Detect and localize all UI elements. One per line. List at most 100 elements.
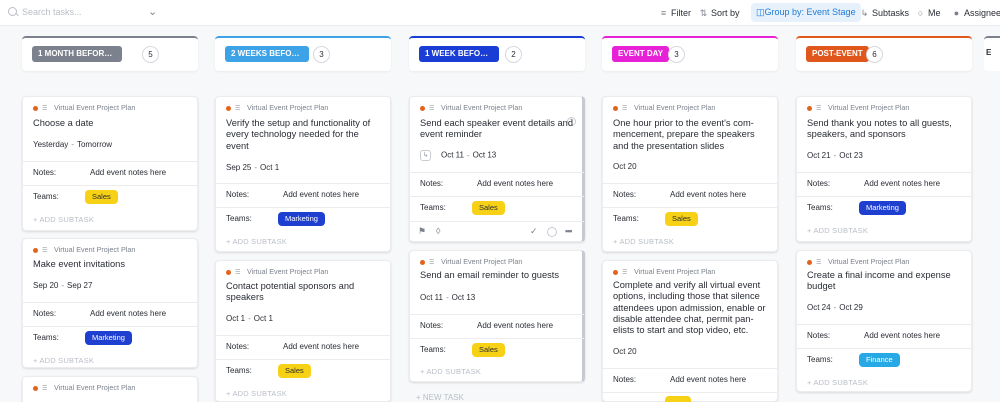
teams-field[interactable]: Teams: Marketing	[23, 326, 197, 348]
teams-field[interactable]: Teams: Sales	[216, 359, 390, 381]
subtasks-button[interactable]: ↳ Subtasks	[859, 5, 909, 21]
tag-icon[interactable]: ◊	[436, 226, 441, 236]
card-dates[interactable]: Sep 25- Oct 1	[226, 163, 279, 172]
card-title[interactable]: Send each speaker event details and even…	[420, 118, 573, 140]
team-badge[interactable]: Sales	[665, 212, 698, 226]
teams-field[interactable]: Teams: Marketing	[216, 207, 390, 229]
teams-field[interactable]: Teams: Sales	[410, 196, 584, 218]
column-header-post-event[interactable]: POST-EVENT 6	[796, 36, 972, 71]
card-title[interactable]: Make event invitations	[33, 259, 125, 269]
list-icon: ☰	[622, 269, 628, 276]
team-badge[interactable]: Sales	[472, 343, 505, 357]
card-title[interactable]: Send thank you notes to all guests, spea…	[807, 118, 952, 140]
notes-field[interactable]: Notes: Add event notes here	[216, 183, 390, 205]
team-badge[interactable]: Marketing	[859, 201, 906, 215]
notes-field[interactable]: Notes: Add event notes here	[23, 161, 197, 183]
add-subtask-button[interactable]: + ADD SUBTASK	[807, 378, 869, 387]
team-badge[interactable]: Finance	[859, 353, 900, 367]
card-title[interactable]: Contact potential sponsors and speakers	[226, 281, 355, 303]
task-card[interactable]: ☰ Virtual Event Project Plan Make event i…	[22, 238, 198, 368]
teams-field[interactable]: Teams: Marketing	[797, 196, 971, 218]
add-subtask-button[interactable]: + ADD SUBTASK	[613, 237, 675, 246]
task-card[interactable]: ☰ Virtual Event Project Plan	[22, 376, 198, 402]
task-card[interactable]: ☰ Virtual Event Project Plan Contact pote…	[215, 260, 391, 402]
card-dates[interactable]: Sep 20- Sep 27	[33, 281, 92, 290]
search-box[interactable]: ⌄	[8, 5, 160, 21]
assignee-icon[interactable]	[547, 227, 557, 237]
card-title[interactable]: Create a final income and expense budget	[807, 270, 951, 292]
add-subtask-button[interactable]: + ADD SUBTASK	[226, 237, 288, 246]
sort-button[interactable]: ⇅ Sort by	[698, 5, 740, 21]
due-date: Tomorrow	[76, 140, 113, 149]
column-header-event-day[interactable]: EVENT DAY 3	[602, 36, 778, 71]
card-dates[interactable]: Oct 11- Oct 13	[420, 293, 475, 302]
task-card[interactable]: ☰ Virtual Event Project Plan Complete and…	[602, 260, 778, 402]
card-dates[interactable]: Oct 24- Oct 29	[807, 303, 863, 312]
card-dates[interactable]: Oct 21- Oct 23	[807, 151, 863, 160]
notes-field[interactable]: Notes: Add event notes here	[603, 368, 777, 390]
team-badge[interactable]: Sales	[472, 201, 505, 215]
notes-field[interactable]: Notes: Add event notes here	[797, 172, 971, 194]
me-button[interactable]: ○ Me	[915, 5, 941, 21]
filter-button[interactable]: ≡ Filter	[658, 5, 691, 21]
notes-field[interactable]: Notes: Add event notes here	[603, 183, 777, 205]
search-input[interactable]	[22, 5, 142, 19]
list-icon: ☰	[235, 269, 241, 276]
team-badge[interactable]: Marketing	[85, 331, 132, 345]
column-header-partial[interactable]: E	[984, 36, 1000, 71]
project-name: Virtual Event Project Plan	[247, 103, 329, 112]
notes-field[interactable]: Notes: Add event notes here	[410, 314, 584, 336]
column-header-1-week[interactable]: 1 WEEK BEFORE T... 2	[409, 36, 585, 71]
teams-field[interactable]: Teams: Sales	[410, 338, 584, 360]
card-dates[interactable]: Oct 1- Oct 1	[226, 314, 273, 323]
task-card[interactable]: ☰ Virtual Event Project Plan Create a fin…	[796, 250, 972, 392]
team-badge[interactable]: Sales	[278, 364, 311, 378]
add-subtask-button[interactable]: + ADD SUBTASK	[807, 226, 869, 235]
teams-field[interactable]: Teams: Sales	[603, 207, 777, 229]
notes-field[interactable]: Notes: Add event notes here	[216, 335, 390, 357]
task-card[interactable]: ☰ Virtual Event Project Plan One hour pri…	[602, 96, 778, 252]
chevron-down-icon[interactable]: ⌄	[148, 6, 158, 18]
add-subtask-button[interactable]: + ADD SUBTASK	[33, 215, 95, 224]
card-dates[interactable]: Oct 20	[613, 347, 637, 356]
task-card[interactable]: ☰ Virtual Event Project Plan Verify the s…	[215, 96, 391, 252]
teams-field[interactable]: Teams: Finance	[797, 348, 971, 370]
card-dates[interactable]: Yesterday - Tomorrow	[33, 140, 112, 149]
notes-field[interactable]: Notes: Add event notes here	[797, 324, 971, 346]
add-subtask-button[interactable]: + ADD SUBTASK	[33, 356, 95, 365]
check-icon[interactable]: ✓	[530, 226, 538, 236]
team-badge[interactable]: Sales	[85, 190, 118, 204]
notes-field[interactable]: Notes: Add event notes here	[23, 302, 197, 324]
teams-field[interactable]: Teams: Sales	[23, 185, 197, 207]
task-card[interactable]: ☰ Virtual Event Project Plan Send an emai…	[409, 250, 585, 382]
column-header-2-weeks[interactable]: 2 WEEKS BEFORE ... 3	[215, 36, 391, 71]
column-header-1-month[interactable]: 1 MONTH BEFORE... 5	[22, 36, 198, 71]
status-dot-icon	[613, 269, 618, 275]
group-by-button[interactable]: ◫Group by: Event Stage	[751, 3, 861, 22]
card-project: ☰ Virtual Event Project Plan	[33, 383, 135, 392]
flag-icon[interactable]: ⚑	[418, 226, 427, 236]
start-date: Sep 25	[226, 163, 252, 172]
add-subtask-button[interactable]: + ADD SUBTASK	[226, 389, 288, 398]
card-project: ☰ Virtual Event Project Plan	[613, 103, 715, 112]
card-dates[interactable]: Oct 20	[613, 162, 637, 171]
task-card[interactable]: ☰ Virtual Event Project Plan Choose a dat…	[22, 96, 198, 231]
watch-icon[interactable]: +	[567, 117, 576, 126]
add-subtask-button[interactable]: + ADD SUBTASK	[420, 367, 482, 376]
team-badge[interactable]: Marketing	[278, 212, 325, 226]
team-badge[interactable]	[665, 396, 691, 402]
notes-field[interactable]: Notes: Add event notes here	[410, 172, 584, 194]
card-title[interactable]: Send an email reminder to guests	[420, 270, 560, 280]
search-icon	[8, 7, 17, 16]
card-title[interactable]: Complete and verify all virtual event op…	[613, 280, 766, 336]
more-icon[interactable]: •••	[565, 226, 573, 236]
card-title[interactable]: Choose a date	[33, 118, 94, 128]
teams-field[interactable]	[603, 392, 777, 402]
card-dates[interactable]: ↳ Oct 11- Oct 13	[420, 150, 496, 161]
task-card[interactable]: ☰ Virtual Event Project Plan Send thank y…	[796, 96, 972, 242]
new-task-button[interactable]: + NEW TASK	[416, 393, 464, 402]
card-title[interactable]: One hour prior to the event's com- mence…	[613, 118, 755, 151]
card-title[interactable]: Verify the setup and functionality of ev…	[226, 118, 371, 151]
assignees-button[interactable]: ● Assignees	[951, 5, 1000, 21]
task-card[interactable]: ☰ Virtual Event Project Plan + Send each …	[409, 96, 585, 242]
